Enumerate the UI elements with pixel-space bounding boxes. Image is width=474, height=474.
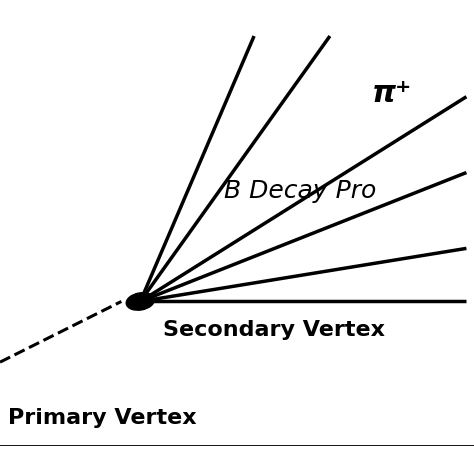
- Text: Primary Vertex: Primary Vertex: [8, 408, 196, 428]
- Text: Secondary Vertex: Secondary Vertex: [163, 320, 385, 340]
- Text: B Decay Pro: B Decay Pro: [224, 179, 376, 203]
- Ellipse shape: [126, 293, 155, 310]
- Text: π⁺: π⁺: [372, 79, 412, 108]
